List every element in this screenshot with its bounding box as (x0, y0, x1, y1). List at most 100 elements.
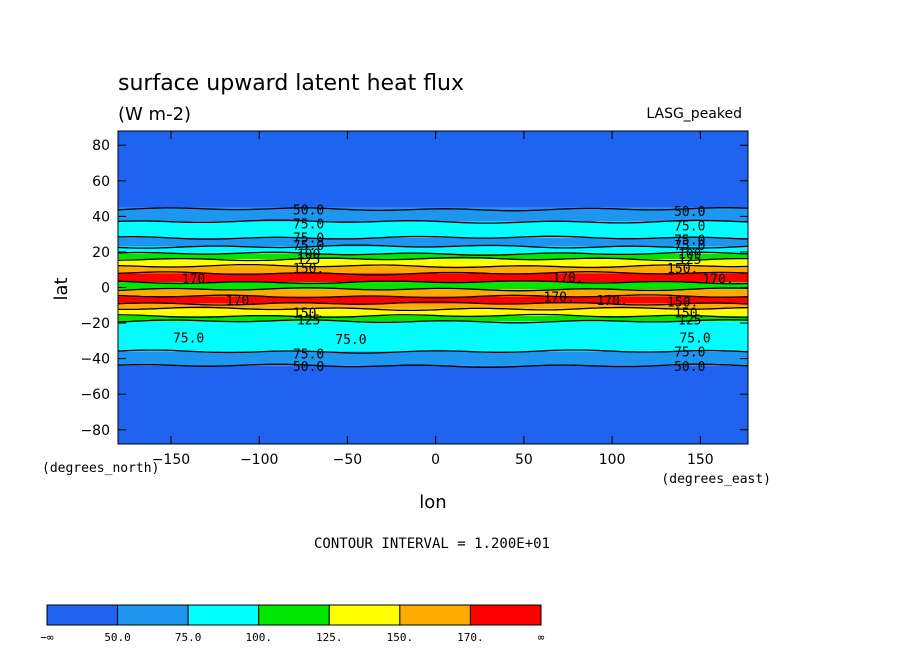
lat-band-1 (118, 207, 748, 222)
x-tick-label: −150 (152, 452, 190, 468)
contour-label: 125 (678, 253, 701, 268)
chart-subtitle: (W m-2) (118, 104, 191, 125)
y-tick-label: −80 (80, 423, 110, 439)
lat-band-12 (118, 303, 748, 309)
lat-band-13 (118, 308, 748, 316)
contour-line-12 (118, 306, 749, 312)
contour-label: 75.0 (293, 239, 324, 254)
contour-label: 150. (667, 296, 698, 311)
contour-label: 75.0 (674, 346, 705, 361)
x-axis-ticks: −150 −100 −50 0 50 100 150 (152, 131, 714, 468)
contour-label: 100 (297, 248, 320, 263)
contour-line-10 (117, 294, 749, 299)
lat-band-16 (118, 351, 748, 366)
contour-label: 150. (667, 262, 698, 277)
contour-label: 170. (596, 294, 627, 309)
contour-label: 150. (293, 306, 324, 321)
lat-band-8 (118, 273, 748, 283)
legend-swatch (187, 604, 260, 626)
contour-line-15 (117, 349, 749, 354)
contour-line-8 (117, 280, 749, 285)
legend-label: 125. (316, 631, 343, 644)
lat-band-0 (118, 131, 748, 208)
contour-line-11 (117, 301, 749, 306)
contour-label: 150. (674, 306, 705, 321)
lat-band-5 (118, 253, 748, 260)
contour-label: 50.0 (293, 203, 324, 218)
contour-line-14 (117, 319, 749, 324)
y-axis-units: (degrees_north) (42, 461, 159, 476)
contour-line-16 (117, 363, 749, 368)
lat-band-2 (118, 221, 748, 238)
contour-label: 125 (678, 314, 701, 329)
contour-label: 170. (552, 271, 583, 286)
lat-band-15 (118, 321, 748, 352)
contour-line-0 (117, 207, 749, 212)
lat-band-7 (118, 266, 748, 274)
y-tick-label: 80 (92, 138, 110, 154)
y-axis-ticks: 80 60 40 20 0 −20 −40 −60 −80 (80, 138, 748, 439)
lat-band-3 (118, 237, 748, 247)
legend-label: 100. (245, 631, 272, 644)
y-axis-label: lat (51, 277, 72, 300)
x-tick-label: −100 (240, 452, 278, 468)
x-axis-label: lon (419, 492, 446, 513)
contour-label: 75.0 (674, 239, 705, 254)
contour-label: 150. (293, 262, 324, 277)
legend-swatch (469, 604, 542, 626)
lat-band-17 (118, 365, 748, 444)
x-tick-label: 50 (515, 452, 533, 468)
legend-label: ∞ (538, 631, 545, 644)
y-tick-label: 40 (92, 209, 110, 225)
contour-interval-note: CONTOUR INTERVAL = 1.200E+01 (314, 536, 550, 552)
legend-label: 170. (457, 631, 484, 644)
contour-label: 170. (544, 290, 575, 305)
x-tick-label: 0 (431, 452, 440, 468)
x-axis-units: (degrees_east) (661, 472, 771, 487)
y-tick-label: 60 (92, 174, 110, 190)
contour-label: 75.0 (674, 219, 705, 234)
x-tick-label: 100 (599, 452, 626, 468)
contour-line-13 (117, 313, 749, 319)
chart-title: surface upward latent heat flux (118, 71, 464, 96)
legend-swatch (328, 604, 401, 626)
lat-band-6 (118, 259, 748, 267)
contour-label: 125 (297, 253, 320, 268)
contour-label: 75.0 (335, 333, 366, 348)
legend-label: 75.0 (175, 631, 202, 644)
contour-label: 100 (678, 248, 701, 263)
contour-label: 125 (297, 314, 320, 329)
lat-band-11 (118, 296, 748, 304)
contour-labels: 50.075.075.075.0100125150.170.170.150.12… (173, 203, 734, 375)
contour-label: 75.0 (173, 331, 204, 346)
contour-label: 75.0 (293, 347, 324, 362)
lat-band-4 (118, 246, 748, 254)
contour-lines (117, 207, 749, 368)
legend-swatch (117, 604, 189, 626)
legend-swatch (46, 604, 119, 626)
y-tick-label: −40 (80, 352, 110, 368)
y-tick-label: −60 (80, 387, 110, 403)
contour-line-4 (117, 251, 749, 256)
contour-line-7 (117, 271, 749, 276)
contour-line-9 (117, 287, 749, 292)
contour-fill-bands (118, 131, 748, 444)
y-tick-label: 20 (92, 245, 110, 261)
legend-swatch (399, 604, 471, 626)
contour-label: 50.0 (293, 360, 324, 375)
contour-label: 75.0 (674, 233, 705, 248)
contour-label: 170. (702, 273, 733, 288)
contour-label: 75.0 (679, 331, 710, 346)
lat-band-14 (118, 315, 748, 322)
contour-label: 75.0 (293, 232, 324, 247)
contour-line-3 (117, 244, 749, 249)
contour-label: 75.0 (293, 217, 324, 232)
x-tick-label: 150 (687, 452, 714, 468)
contour-label: 50.0 (674, 360, 705, 375)
contour-label: 50.0 (674, 205, 705, 220)
dataset-label: LASG_peaked (646, 106, 742, 122)
y-tick-label: 0 (101, 281, 110, 297)
contour-label: 170. (182, 273, 213, 288)
color-legend: −∞ 50.0 75.0 100. 125. 150. 170. ∞ (40, 604, 545, 644)
legend-label: 50.0 (104, 631, 131, 644)
